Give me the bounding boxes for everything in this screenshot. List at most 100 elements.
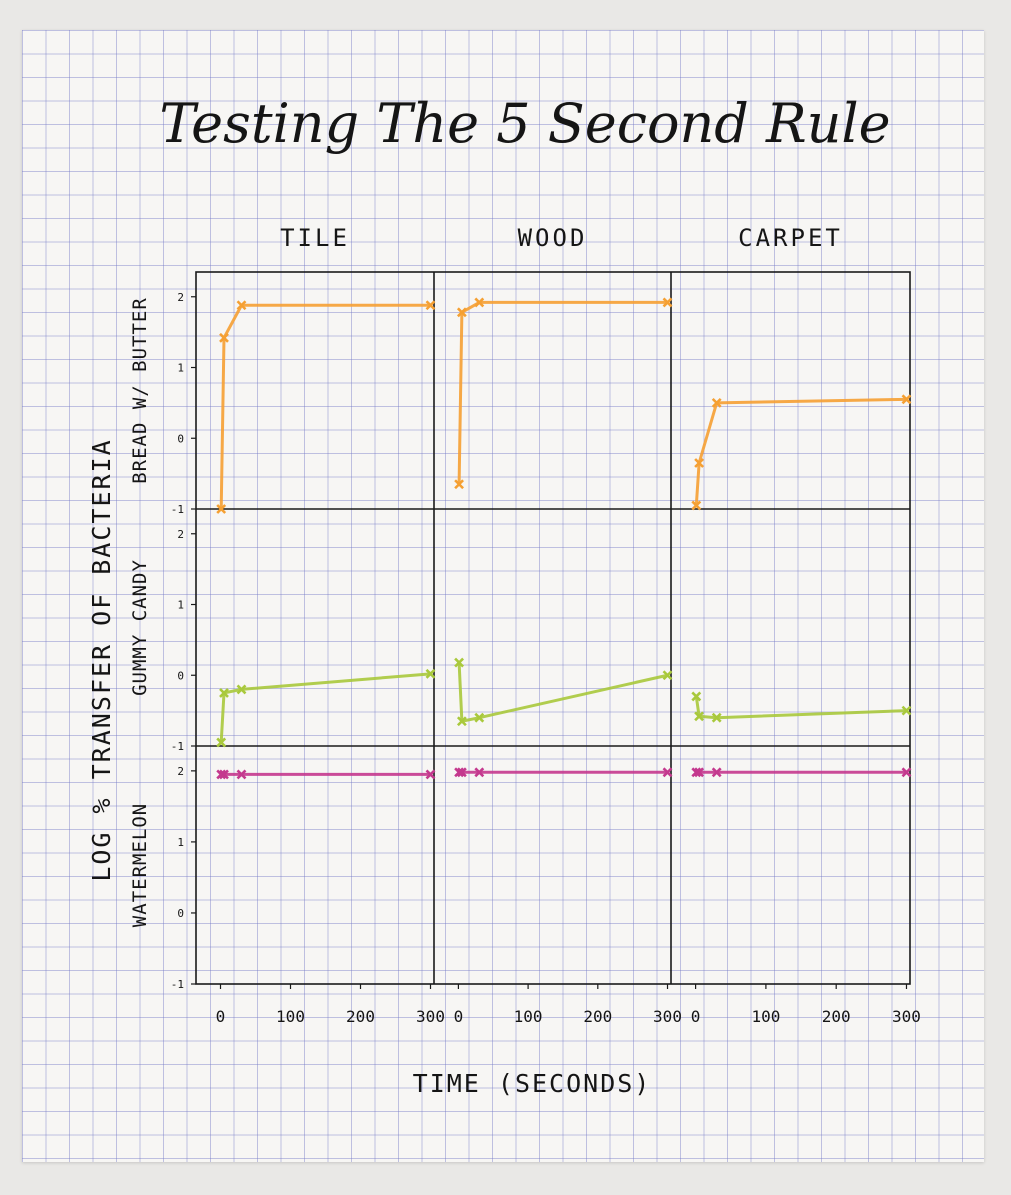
y-tick-label: 0	[177, 432, 184, 445]
graph-paper	[22, 30, 984, 1162]
chart-frame	[195, 271, 911, 985]
data-point-stroke	[711, 767, 722, 778]
data-point-stroke	[454, 767, 465, 778]
x-tick-label: 0	[216, 1007, 226, 1026]
data-point-stroke	[236, 684, 247, 695]
row-label-gummy-candy: GUMMY CANDY	[129, 559, 151, 696]
y-tick-label: -1	[171, 503, 184, 516]
data-point	[456, 767, 467, 778]
y-tick-label: -1	[171, 740, 184, 753]
data-point	[236, 300, 247, 311]
x-tick-label: 100	[276, 1007, 305, 1026]
y-axis-label: LOG % TRANSFER OF BACTERIA	[87, 438, 116, 881]
data-point	[694, 458, 705, 468]
data-point-stroke	[425, 300, 436, 311]
data-point-stroke	[662, 670, 673, 681]
series-gummy-candy-carpet	[691, 691, 912, 723]
data-point	[425, 300, 436, 311]
data-point	[236, 769, 247, 780]
data-point-stroke	[456, 767, 467, 778]
data-point	[454, 657, 465, 668]
x-tick-label: 100	[751, 1007, 780, 1026]
series-line	[457, 300, 670, 486]
data-point-stroke	[474, 297, 485, 308]
data-point-stroke	[694, 767, 705, 778]
series-watermelon-wood	[454, 767, 673, 778]
data-point-stroke	[425, 769, 436, 780]
data-point-stroke	[216, 737, 227, 748]
y-tick-label: 1	[177, 836, 184, 849]
data-point	[901, 767, 912, 778]
series-gummy-candy-tile	[216, 668, 436, 748]
column-label-tile: TILE	[280, 224, 350, 252]
y-tick-label: 2	[177, 765, 184, 778]
data-point	[474, 297, 485, 308]
series-line	[694, 694, 908, 720]
data-point-stroke	[216, 769, 227, 780]
data-point	[711, 397, 722, 408]
data-point-stroke	[456, 307, 467, 318]
data-point-stroke	[216, 504, 227, 514]
data-point	[216, 769, 227, 780]
data-point	[694, 767, 705, 778]
y-tick-label: 1	[177, 362, 184, 375]
x-tick-label: 0	[454, 1007, 464, 1026]
data-point-stroke	[691, 500, 702, 511]
data-point-stroke	[901, 705, 912, 716]
data-point	[454, 767, 465, 778]
data-point-stroke	[691, 691, 702, 702]
x-tick-label: 200	[822, 1007, 851, 1026]
data-point-stroke	[711, 712, 722, 723]
data-point	[694, 711, 705, 722]
data-point-stroke	[662, 767, 673, 778]
data-point-stroke	[662, 297, 673, 308]
axis-ticks: -1 0 1 2 -1 0 1 2 -1 0 1 2 0 100 200 300 0 100 200 300 0 100 2…	[171, 291, 921, 1026]
series-watermelon-tile	[216, 769, 436, 780]
x-tick-label: 200	[583, 1007, 612, 1026]
data-point-stroke	[219, 332, 229, 343]
x-tick-label: 200	[346, 1007, 375, 1026]
data-point	[219, 769, 229, 780]
series-line	[219, 672, 432, 744]
data-point-stroke	[456, 716, 467, 727]
series-gummy-candy-wood	[454, 657, 673, 727]
data-point	[691, 691, 702, 702]
data-point-stroke	[474, 712, 485, 723]
data-point-stroke	[694, 458, 705, 468]
data-point	[474, 767, 485, 778]
data-point	[711, 712, 722, 723]
plot-border	[195, 271, 911, 985]
y-tick-label: 2	[177, 291, 184, 304]
column-label-carpet: CARPET	[738, 224, 843, 252]
data-point-stroke	[694, 711, 705, 722]
y-tick-label: 0	[177, 907, 184, 920]
data-point	[425, 769, 436, 780]
data-point-stroke	[474, 767, 485, 778]
x-tick-label: 100	[514, 1007, 543, 1026]
data-point	[711, 767, 722, 778]
chart-title: Testing The 5 Second Rule	[159, 92, 890, 155]
column-label-wood: WOOD	[518, 224, 588, 252]
data-point-stroke	[219, 688, 229, 698]
data-point-stroke	[219, 769, 229, 780]
data-point-stroke	[691, 767, 702, 778]
data-point-stroke	[711, 397, 722, 408]
data-point	[691, 500, 702, 511]
data-point	[216, 504, 227, 514]
data-point	[662, 767, 673, 778]
data-point	[901, 394, 912, 405]
data-point	[236, 684, 247, 695]
data-series	[216, 297, 912, 780]
y-tick-label: 2	[177, 528, 184, 541]
data-point-stroke	[901, 394, 912, 405]
x-axis-label: TIME (SECONDS)	[413, 1069, 652, 1098]
data-point-stroke	[454, 657, 465, 668]
data-point	[425, 668, 436, 679]
data-point-stroke	[454, 479, 465, 490]
series-line	[457, 661, 670, 723]
series-bread-w-butter-wood	[454, 297, 673, 490]
data-point-stroke	[425, 668, 436, 679]
row-label-watermelon: WATERMELON	[129, 803, 151, 927]
data-point	[454, 479, 465, 490]
